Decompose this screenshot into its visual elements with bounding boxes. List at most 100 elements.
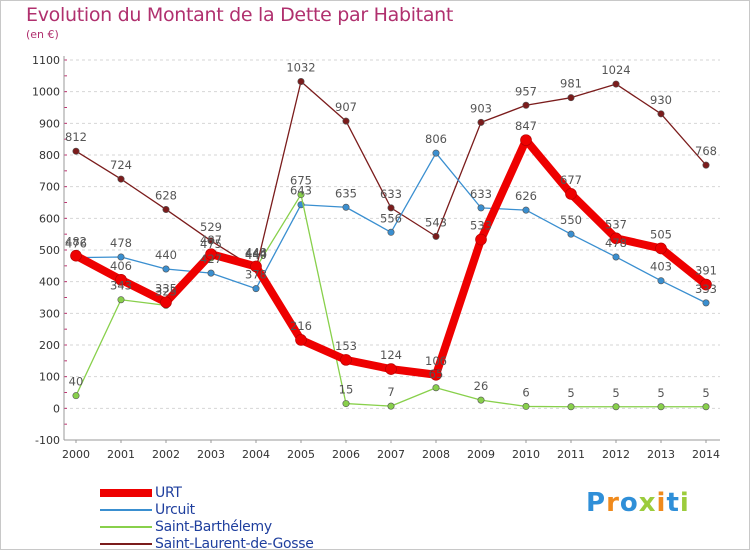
data-label-urt-2007: 124 bbox=[380, 348, 402, 362]
data-point-saint-barthelemy-2013 bbox=[657, 403, 665, 411]
data-label-saint-laurent-de-gosse-2006: 907 bbox=[335, 100, 357, 114]
y-axis-ticks: -100 0 100 200 300 400 500 600 700 800 900 1000 1100 bbox=[32, 54, 60, 447]
data-label-saint-barthelemy-2003: 475 bbox=[200, 237, 222, 251]
data-point-urcuit-2010 bbox=[522, 206, 530, 214]
data-label-saint-barthelemy-2012: 5 bbox=[612, 386, 619, 400]
data-point-urcuit-2012 bbox=[612, 253, 620, 261]
y-tick-label-800: 800 bbox=[39, 149, 60, 162]
data-label-saint-laurent-de-gosse-2012: 1024 bbox=[601, 63, 630, 77]
x-tick-label-2011: 2011 bbox=[557, 448, 585, 461]
chart-subtitle: (en €) bbox=[26, 28, 59, 41]
data-label-saint-laurent-de-gosse-2000: 812 bbox=[65, 130, 87, 144]
data-point-urt-2004 bbox=[250, 260, 262, 273]
data-point-saint-laurent-de-gosse-2002 bbox=[162, 205, 170, 213]
data-label-saint-barthelemy-2013: 5 bbox=[657, 386, 664, 400]
data-point-urt-2014 bbox=[700, 278, 712, 291]
y-tick-label-600: 600 bbox=[39, 212, 60, 225]
data-point-saint-laurent-de-gosse-2007 bbox=[387, 204, 395, 212]
data-label-saint-barthelemy-2001: 343 bbox=[110, 279, 132, 293]
data-label-saint-barthelemy-2009: 26 bbox=[474, 379, 489, 393]
grid-lines bbox=[64, 59, 720, 441]
logo-letter: o bbox=[619, 488, 639, 518]
y-tick-label-0: 0 bbox=[53, 402, 60, 415]
data-label-urt-2014: 391 bbox=[695, 264, 717, 278]
y-tick-label-300: 300 bbox=[39, 307, 60, 320]
legend-item-urcuit[interactable]: Urcuit bbox=[100, 501, 314, 518]
data-point-saint-barthelemy-2006 bbox=[342, 400, 350, 408]
data-label-urcuit-2002: 440 bbox=[155, 248, 177, 262]
data-label-saint-laurent-de-gosse-2007: 633 bbox=[380, 187, 402, 201]
data-point-urt-2012 bbox=[610, 232, 622, 245]
data-label-urt-2003: 487 bbox=[200, 233, 222, 247]
legend: URT Urcuit Saint-Barthélemy Saint-Lauren… bbox=[100, 484, 314, 552]
data-label-urt-2009: 533 bbox=[470, 219, 492, 233]
data-point-urt-2007 bbox=[385, 363, 397, 375]
legend-item-urt[interactable]: URT bbox=[100, 484, 314, 501]
data-label-urcuit-2009: 633 bbox=[470, 187, 492, 201]
data-point-saint-laurent-de-gosse-2014 bbox=[702, 161, 710, 169]
chart-title: Evolution du Montant de la Dette par Hab… bbox=[26, 4, 454, 26]
y-tick-label-700: 700 bbox=[39, 181, 60, 194]
data-label-saint-laurent-de-gosse-2009: 903 bbox=[470, 101, 492, 115]
data-point-urt-2003 bbox=[205, 248, 217, 260]
data-label-saint-laurent-de-gosse-2014: 768 bbox=[695, 144, 717, 158]
logo-letter: i bbox=[679, 488, 690, 518]
x-tick-label-2005: 2005 bbox=[287, 448, 315, 461]
data-point-urt-2009 bbox=[475, 233, 487, 246]
data-label-urcuit-2011: 550 bbox=[560, 213, 582, 227]
data-point-saint-barthelemy-2012 bbox=[612, 403, 620, 411]
data-point-urt-2005 bbox=[295, 334, 307, 346]
data-label-saint-laurent-de-gosse-2013: 930 bbox=[650, 93, 672, 107]
legend-item-saint-barthelemy[interactable]: Saint-Barthélemy bbox=[100, 518, 314, 535]
x-tick-label-2012: 2012 bbox=[602, 448, 630, 461]
data-label-saint-barthelemy-2010: 6 bbox=[522, 385, 529, 399]
data-point-saint-laurent-de-gosse-2005 bbox=[297, 78, 305, 86]
data-label-urcuit-2004: 378 bbox=[245, 268, 267, 282]
y-tick-label-1000: 1000 bbox=[32, 86, 60, 99]
data-point-saint-barthelemy-2009 bbox=[477, 396, 485, 404]
series-group bbox=[70, 78, 712, 411]
data-label-saint-laurent-de-gosse-2010: 957 bbox=[515, 84, 537, 98]
data-label-saint-laurent-de-gosse-2008: 543 bbox=[425, 215, 447, 229]
data-point-saint-barthelemy-2000 bbox=[72, 392, 80, 400]
y-tick-label-900: 900 bbox=[39, 117, 60, 130]
data-label-saint-barthelemy-2000: 40 bbox=[69, 375, 84, 389]
data-label-saint-barthelemy-2011: 5 bbox=[567, 386, 574, 400]
data-point-urt-2008 bbox=[430, 368, 442, 381]
data-point-urcuit-2002 bbox=[162, 265, 170, 273]
data-label-saint-laurent-de-gosse-2001: 724 bbox=[110, 158, 132, 172]
legend-swatch-saint-barthelemy bbox=[100, 525, 152, 528]
data-label-urt-2012: 537 bbox=[605, 217, 627, 231]
data-label-urcuit-2014: 333 bbox=[695, 282, 717, 296]
legend-label-saint-laurent-de-gosse: Saint-Laurent-de-Gosse bbox=[155, 535, 314, 552]
legend-swatch-urcuit bbox=[100, 508, 152, 511]
legend-label-urt: URT bbox=[155, 484, 182, 501]
line-chart: -100 0 100 200 300 400 500 600 700 800 900 1000 1100… bbox=[32, 54, 720, 461]
data-label-urt-2004: 448 bbox=[245, 245, 267, 259]
legend-swatch-urt bbox=[100, 488, 152, 497]
data-label-urt-2001: 406 bbox=[110, 259, 132, 273]
logo-letter: x bbox=[638, 488, 657, 518]
data-point-urcuit-2013 bbox=[657, 277, 665, 285]
data-label-saint-laurent-de-gosse-2003: 529 bbox=[200, 220, 222, 234]
data-label-urt-2006: 153 bbox=[335, 339, 357, 353]
data-label-urcuit-2006: 635 bbox=[335, 186, 357, 200]
data-label-urt-2000: 482 bbox=[65, 235, 87, 249]
x-tick-label-2001: 2001 bbox=[107, 448, 135, 461]
logo-letter: P bbox=[586, 488, 607, 518]
axes bbox=[63, 56, 720, 443]
data-point-urt-2002 bbox=[160, 296, 172, 309]
x-tick-label-2009: 2009 bbox=[467, 448, 495, 461]
legend-item-saint-laurent-de-gosse[interactable]: Saint-Laurent-de-Gosse bbox=[100, 535, 314, 552]
x-axis-ticks: 2000 2001 2002 2003 2004 2005 2006 2007 2008 2009… bbox=[62, 448, 720, 461]
x-tick-label-2014: 2014 bbox=[692, 448, 720, 461]
x-tick-label-2003: 2003 bbox=[197, 448, 225, 461]
data-label-saint-barthelemy-2007: 7 bbox=[387, 385, 394, 399]
data-label-urcuit-2003: 427 bbox=[200, 252, 222, 266]
data-point-urcuit-2003 bbox=[207, 269, 215, 277]
proxiti-logo: Proxiti bbox=[586, 488, 690, 518]
data-point-urt-2011 bbox=[565, 188, 577, 200]
x-tick-label-2006: 2006 bbox=[332, 448, 360, 461]
data-label-urt-2005: 216 bbox=[290, 319, 312, 333]
y-tick-label-200: 200 bbox=[39, 339, 60, 352]
